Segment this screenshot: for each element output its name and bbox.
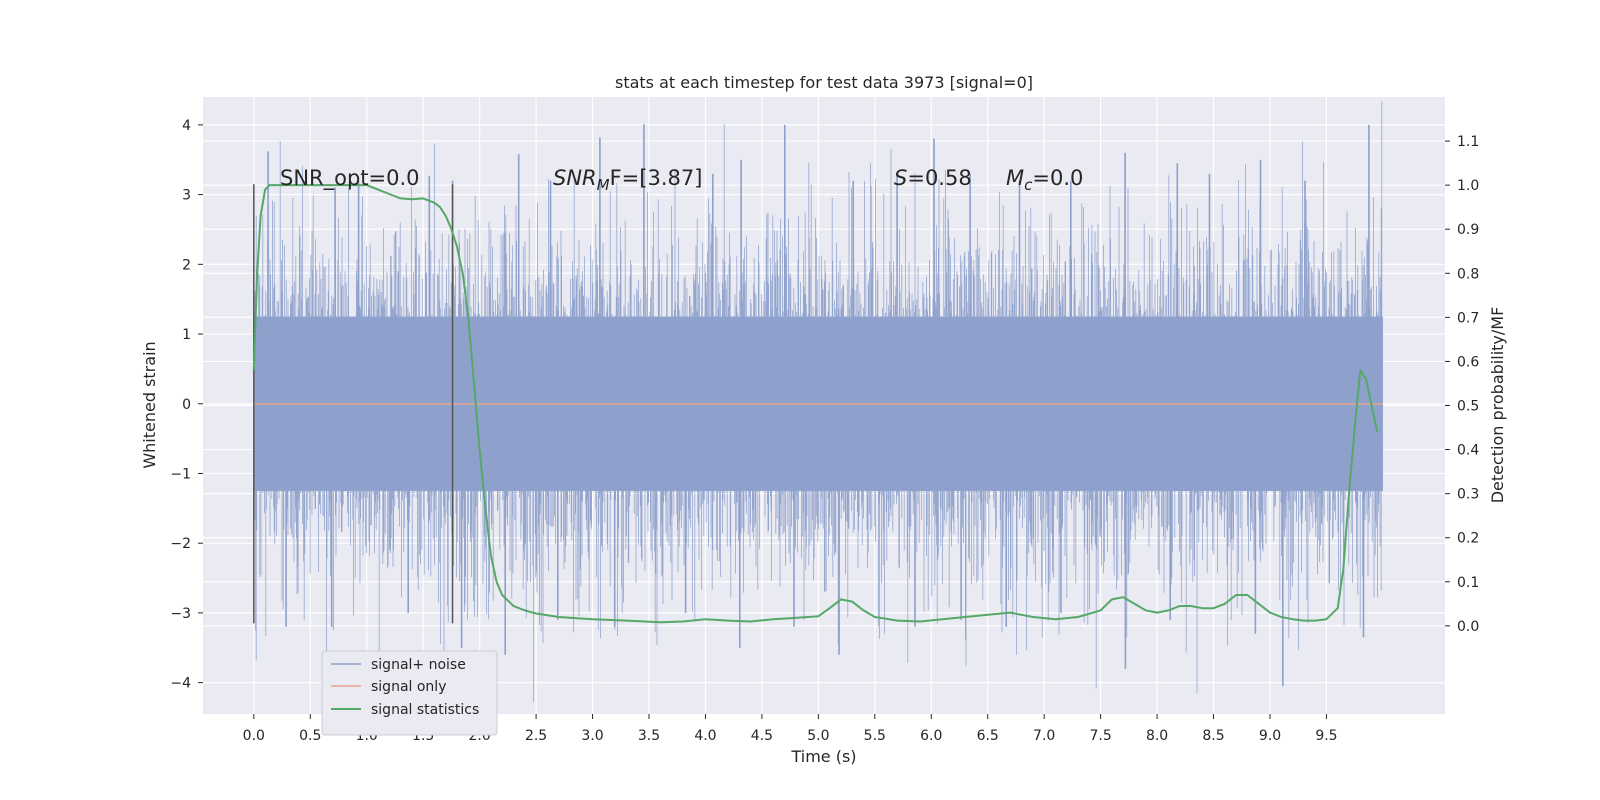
annotation-snr-mf: SNRMF=[3.87] (553, 166, 702, 194)
y-axis-right-ticks: 1.1 1.0 0.9 0.8 0.7 0.6 0.5 0.4 0.3 0.2 0.1 0.0 (1445, 134, 1479, 635)
y-right-tick-label-2: 0.9 (1457, 222, 1479, 238)
x-tick-label-0: 0.0 (243, 728, 265, 744)
x-tick-label-18: 9.0 (1259, 728, 1281, 744)
annotation-mc-value: =0.0 (1032, 166, 1083, 190)
annotation-mc: Mc=0.0 (1006, 166, 1083, 194)
legend-label-signal-statistics: signal statistics (371, 702, 479, 718)
x-tick-label-12: 6.0 (920, 728, 942, 744)
x-tick-label-11: 5.5 (864, 728, 886, 744)
y-right-tick-label-9: 0.2 (1457, 531, 1479, 547)
y-right-tick-label-1: 1.0 (1457, 178, 1479, 194)
annotation-snr-opt: SNR_opt=0.0 (280, 166, 420, 191)
y-left-tick-label-7: −3 (170, 606, 191, 622)
y-right-tick-label-10: 0.1 (1457, 575, 1479, 591)
annotation-snr-mf-sub: M (597, 176, 610, 194)
vertical-markers (253, 184, 454, 624)
x-tick-label-8: 4.0 (694, 728, 716, 744)
y-right-tick-label-0: 1.1 (1457, 134, 1479, 150)
x-tick-label-6: 3.0 (581, 728, 603, 744)
x-tick-label-15: 7.5 (1089, 728, 1111, 744)
y-axis-left-label: Whitened strain (140, 341, 159, 468)
x-tick-label-13: 6.5 (977, 728, 999, 744)
chart-title: stats at each timestep for test data 397… (615, 73, 1033, 92)
annotation-mc-symbol: M (1006, 166, 1024, 190)
y-left-tick-label-3: 1 (182, 327, 191, 343)
y-left-tick-label-0: 4 (182, 118, 191, 134)
x-tick-label-9: 4.5 (751, 728, 773, 744)
annotation-mc-sub: c (1024, 176, 1033, 194)
y-right-tick-label-8: 0.3 (1457, 487, 1479, 503)
x-axis-ticks: 0.0 0.5 1.0 1.5 2.0 2.5 3.0 3.5 4.0 4.5 5.0 5.5 6.0 6… (243, 714, 1338, 744)
annotation-snr-mf-tail: F=[3.87] (610, 166, 703, 190)
x-tick-label-5: 2.5 (525, 728, 547, 744)
y-left-tick-label-1: 3 (182, 188, 191, 204)
legend-label-signal-only: signal only (371, 679, 446, 695)
annotation-s: S=0.58 (894, 166, 972, 190)
y-right-tick-label-3: 0.8 (1457, 266, 1479, 282)
y-left-tick-label-5: −1 (170, 466, 191, 482)
y-axis-left-ticks: 4 3 2 1 0 −1 −2 −3 −4 (170, 118, 203, 692)
y-right-tick-label-5: 0.6 (1457, 354, 1479, 370)
annotation-snr-mf-base: SNR (553, 166, 597, 190)
y-right-tick-label-4: 0.7 (1457, 310, 1479, 326)
annotation-s-value: =0.58 (907, 166, 971, 190)
x-tick-label-1: 0.5 (299, 728, 321, 744)
x-tick-label-19: 9.5 (1315, 728, 1337, 744)
legend-label-signal-plus-noise: signal+ noise (371, 657, 466, 673)
y-right-tick-label-7: 0.4 (1457, 443, 1479, 459)
y-right-tick-label-11: 0.0 (1457, 619, 1479, 635)
y-left-tick-label-4: 0 (182, 397, 191, 413)
y-left-tick-label-8: −4 (170, 676, 191, 692)
legend: signal+ noise signal only signal statist… (321, 650, 498, 736)
x-tick-label-10: 5.0 (807, 728, 829, 744)
x-tick-label-14: 7.0 (1033, 728, 1055, 744)
x-tick-label-17: 8.5 (1202, 728, 1224, 744)
legend-box (321, 650, 498, 736)
signal-statistics-line (252, 184, 1379, 624)
annotation-s-symbol: S (894, 166, 907, 190)
series-signal-statistics (252, 184, 1379, 624)
x-tick-label-16: 8.0 (1146, 728, 1168, 744)
y-left-tick-label-6: −2 (170, 536, 191, 552)
y-axis-right-label: Detection probability/MF (1488, 307, 1507, 504)
x-axis-label: Time (s) (790, 747, 856, 766)
x-tick-label-7: 3.5 (638, 728, 660, 744)
y-right-tick-label-6: 0.5 (1457, 399, 1479, 415)
y-left-tick-label-2: 2 (182, 257, 191, 273)
